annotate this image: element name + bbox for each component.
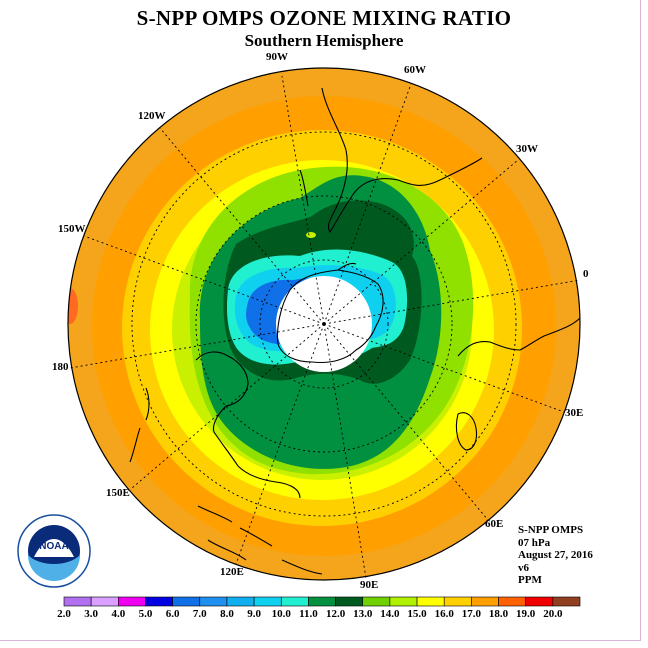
colorbar-swatch xyxy=(335,596,364,607)
south-pole-point xyxy=(322,322,326,326)
lon-label-120e: 120E xyxy=(220,566,244,578)
image-frame xyxy=(0,0,641,641)
coastlines xyxy=(129,87,581,575)
info-block: S-NPP OMPS 07 hPa August 27, 2016 v6 PPM xyxy=(518,524,593,587)
colorbar-label: 19.0 xyxy=(516,608,536,620)
colorbar-swatch xyxy=(389,596,418,607)
colorbar-swatch xyxy=(443,596,472,607)
colorbar-swatch xyxy=(471,596,499,607)
logo-text: NOAA xyxy=(39,541,68,552)
colorbar-swatch xyxy=(118,596,146,607)
south-america-lower xyxy=(299,169,309,207)
lon-label-60e: 60E xyxy=(485,518,503,530)
colorbar-label: 4.0 xyxy=(111,608,125,620)
logo-water xyxy=(28,555,80,581)
lon-label-90w: 90W xyxy=(266,51,288,63)
map-border xyxy=(67,67,581,581)
ring-12-patch xyxy=(282,389,404,459)
colorbar-label: 8.0 xyxy=(220,608,234,620)
colorbar-label: 16.0 xyxy=(435,608,455,620)
colorbar-swatch xyxy=(362,596,391,607)
colorbar-label: 5.0 xyxy=(139,608,153,620)
colorbar-label: 10.0 xyxy=(272,608,292,620)
info-version: v6 xyxy=(518,561,529,574)
info-level: 07 hPa xyxy=(518,536,551,549)
colorbar-swatch xyxy=(63,596,92,607)
colorbar-swatch xyxy=(253,596,282,607)
longitude-labels: 90W 60W 30W 0 30E 60E 90E 120E 150E 180 … xyxy=(52,51,589,591)
colorbar-label: 20.0 xyxy=(543,608,563,620)
lon-label-30e: 30E xyxy=(565,407,583,419)
info-units: PPM xyxy=(518,574,542,586)
colorbar-swatch xyxy=(226,596,255,607)
africa-coast xyxy=(457,317,581,357)
colorbar-swatch xyxy=(525,596,554,607)
colorbar: 2.0 3.0 4.0 5.0 6.0 7.0 8.0 9.0 10.0 11.0 12.0 13.0… xyxy=(57,596,581,620)
lon-label-120w: 120W xyxy=(138,110,166,122)
colorbar-label: 2.0 xyxy=(57,608,71,620)
australia-coast xyxy=(195,351,301,499)
lon-label-90e: 90E xyxy=(360,579,378,591)
south-america-coast xyxy=(321,87,483,233)
colorbar-label: 15.0 xyxy=(407,608,427,620)
colorbar-swatch xyxy=(308,596,336,607)
latitude-circle-60 xyxy=(195,195,453,453)
lon-label-60w: 60W xyxy=(404,64,426,76)
colorbar-label: 18.0 xyxy=(489,608,509,620)
colorbar-swatch xyxy=(145,596,173,607)
colorbar-label: 14.0 xyxy=(380,608,400,620)
madagascar xyxy=(455,412,478,451)
colorbar-label: 13.0 xyxy=(353,608,373,620)
lon-label-180: 180 xyxy=(52,361,69,373)
map-subtitle: Southern Hemisphere xyxy=(244,31,404,50)
lon-label-0: 0 xyxy=(583,268,589,280)
antarctic-peninsula xyxy=(337,262,357,271)
lon-label-150w: 150W xyxy=(58,223,86,235)
graticule xyxy=(69,75,581,579)
meridian-90w xyxy=(281,75,325,325)
logo-bird xyxy=(34,539,74,557)
meridian-0 xyxy=(323,279,581,325)
colorbar-swatch xyxy=(280,596,309,607)
latitude-circle-40 xyxy=(131,131,517,517)
antarctic-coast xyxy=(276,269,384,364)
colorbar-swatch xyxy=(90,596,119,607)
latitude-circle-80 xyxy=(259,259,389,389)
map-title: S-NPP OMPS OZONE MIXING RATIO xyxy=(136,6,512,30)
lon-label-30w: 30W xyxy=(516,143,538,155)
noaa-logo: NOAA xyxy=(17,514,91,588)
meridian-30w xyxy=(323,159,519,325)
colorbar-label: 9.0 xyxy=(247,608,261,620)
colorbar-label: 3.0 xyxy=(84,608,98,620)
meridian-150e xyxy=(131,323,325,489)
colorbar-swatch xyxy=(552,596,581,607)
indonesia-islands xyxy=(197,505,323,575)
colorbar-label: 6.0 xyxy=(166,608,180,620)
lon-label-150e: 150E xyxy=(106,487,130,499)
colorbar-label: 11.0 xyxy=(299,608,318,620)
colorbar-swatch xyxy=(498,596,526,607)
colorbar-label: 7.0 xyxy=(193,608,207,620)
colorbar-label: 12.0 xyxy=(326,608,346,620)
info-date: August 27, 2016 xyxy=(518,549,593,561)
colorbar-swatch xyxy=(416,596,445,607)
info-instrument: S-NPP OMPS xyxy=(518,524,584,536)
colorbar-label: 17.0 xyxy=(462,608,482,620)
colorbar-swatch xyxy=(199,596,228,607)
small-green-patch xyxy=(306,232,316,238)
edge-orange-patch xyxy=(68,288,78,324)
colorbar-swatch xyxy=(172,596,201,607)
